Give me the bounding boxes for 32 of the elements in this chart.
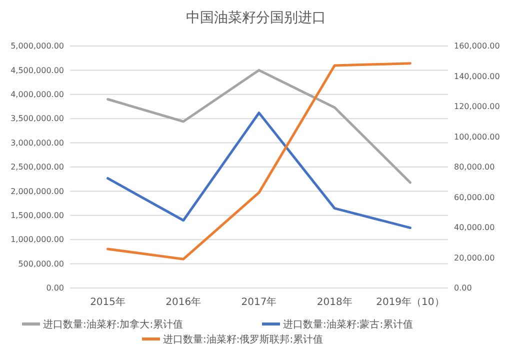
x-tick-label: 2016年 [166, 296, 202, 308]
y-tick-label: 500,000.00 [18, 259, 64, 268]
y2-tick-label: 40,000.00 [454, 223, 495, 232]
y2-tick-label: 120,000.00 [454, 102, 500, 112]
y2-tick-label: 140,000.00 [454, 72, 500, 81]
x-tick-label: 2017年 [241, 296, 277, 308]
y-tick-label: 5,000,000.00 [10, 42, 64, 51]
chart-title: 中国油菜籽分国别进口 [186, 10, 326, 26]
y2-tick-label: 80,000.00 [454, 162, 495, 172]
y-tick-label: 3,500,000.00 [10, 114, 64, 124]
y2-tick-label: 20,000.00 [454, 253, 495, 262]
x-tick-label: 2019年（10） [376, 296, 444, 308]
y-tick-label: 2,500,000.00 [10, 162, 64, 172]
legend-label: 进口数量:油菜籽:蒙古:累计值 [283, 318, 414, 330]
line-series [106, 112, 412, 230]
y2-tick-label: 160,000.00 [454, 42, 500, 51]
legend-label: 进口数量:油菜籽:俄罗斯联邦:累计值 [163, 334, 324, 346]
legend-label: 进口数量:油菜籽:加拿大:累计值 [43, 318, 184, 330]
y-tick-label: 1,500,000.00 [10, 210, 64, 220]
y-tick-label: 0.00 [46, 284, 64, 293]
y-tick-label: 1,000,000.00 [10, 235, 64, 244]
y-tick-label: 2,000,000.00 [10, 186, 64, 196]
y-tick-label: 3,000,000.00 [10, 138, 64, 148]
y2-tick-label: 60,000.00 [454, 192, 495, 202]
x-tick-label: 2018年 [316, 296, 352, 308]
line-series [106, 62, 412, 260]
y-tick-label: 4,000,000.00 [10, 90, 64, 99]
y2-tick-label: 0.00 [454, 284, 472, 293]
line-series [106, 68, 412, 184]
x-tick-label: 2015年 [90, 296, 126, 308]
y-tick-label: 4,500,000.00 [10, 66, 64, 75]
y2-tick-label: 100,000.00 [454, 132, 500, 142]
